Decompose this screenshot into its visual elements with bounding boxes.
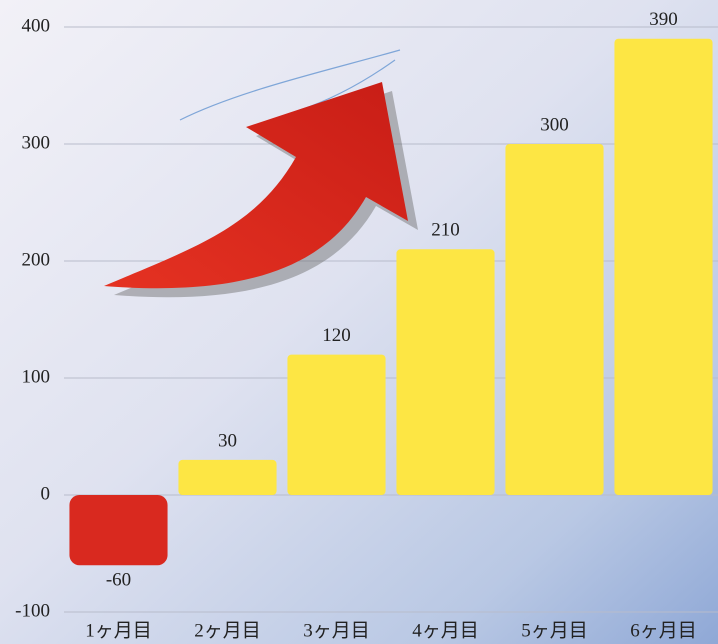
bar — [178, 459, 277, 495]
y-tick-label: 0 — [41, 483, 51, 504]
bar — [396, 249, 495, 495]
value-label: 210 — [431, 220, 460, 241]
bar — [505, 144, 604, 495]
value-label: -60 — [106, 570, 131, 591]
grid — [64, 26, 718, 613]
bar — [614, 38, 713, 495]
value-label: 300 — [540, 114, 569, 135]
x-tick-label: 1ヶ月目 — [85, 620, 152, 641]
bar — [287, 354, 386, 495]
y-tick-label: 200 — [22, 249, 51, 270]
x-tick-label: 3ヶ月目 — [303, 620, 370, 641]
y-tick-label: 100 — [22, 366, 51, 387]
value-label: 30 — [218, 430, 237, 451]
x-tick-label: 5ヶ月目 — [521, 620, 588, 641]
x-tick-label: 4ヶ月目 — [412, 620, 479, 641]
value-label: 120 — [322, 325, 351, 346]
y-tick-label: 300 — [22, 132, 51, 153]
y-tick-label: 400 — [22, 15, 51, 36]
x-tick-label: 2ヶ月目 — [194, 620, 261, 641]
arrow — [104, 82, 408, 289]
bar — [69, 495, 168, 566]
x-tick-label: 6ヶ月目 — [630, 620, 697, 641]
value-label: 390 — [649, 9, 678, 30]
y-tick-label: -100 — [15, 600, 50, 621]
bars — [69, 38, 713, 566]
